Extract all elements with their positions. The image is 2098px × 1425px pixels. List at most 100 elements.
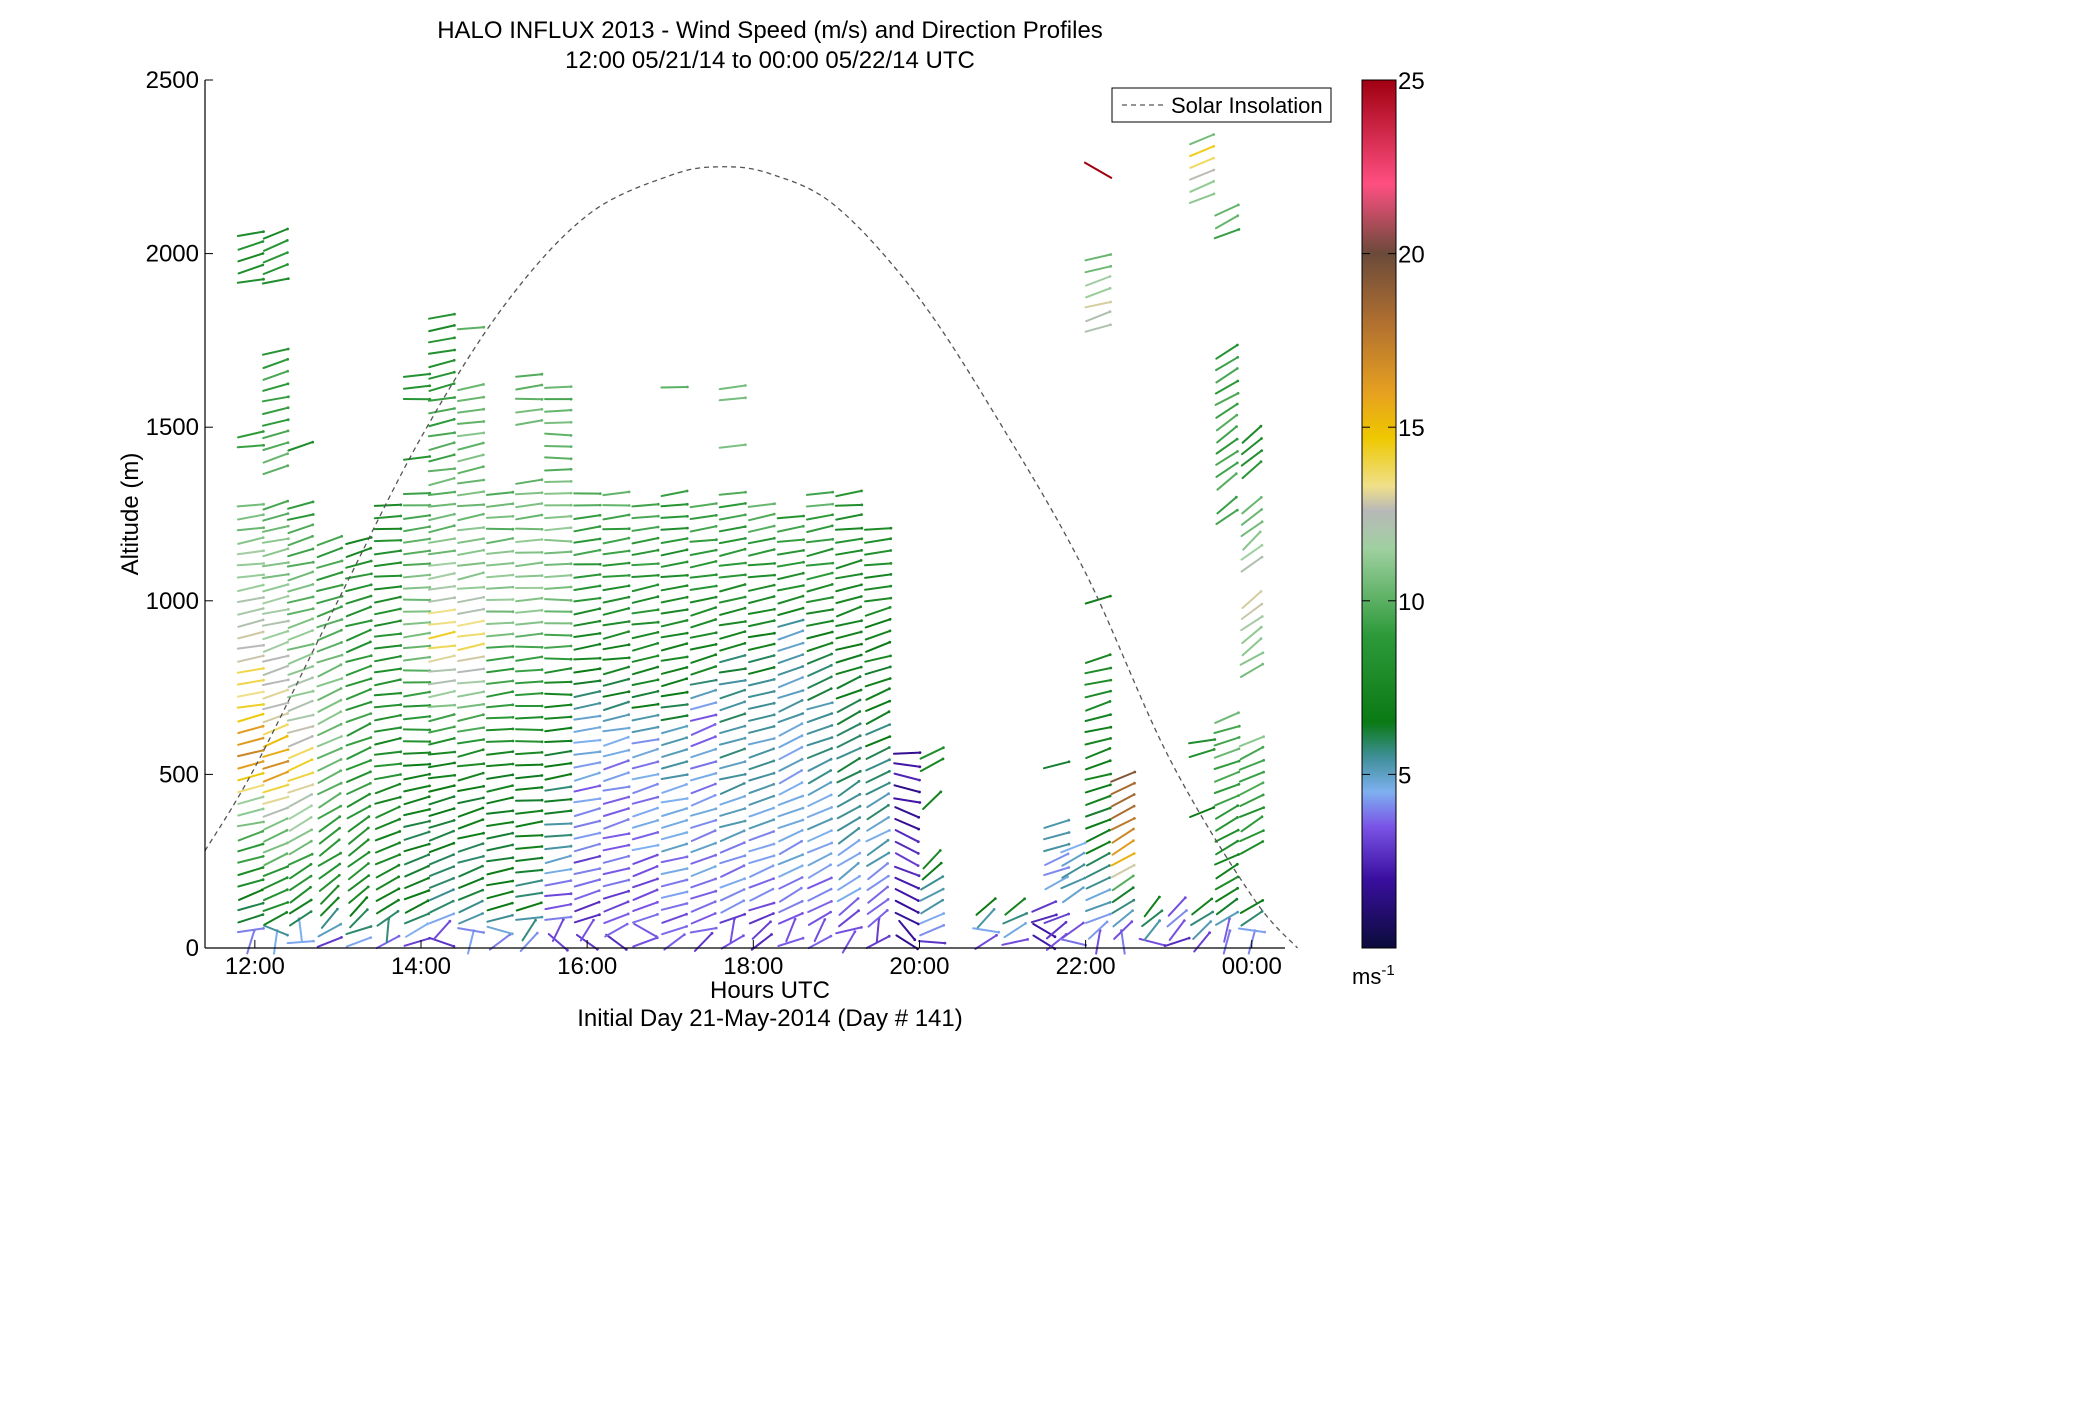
wind-segment (866, 839, 889, 856)
wind-segment-tip (452, 476, 456, 480)
wind-segment-tip (800, 722, 804, 726)
wind-segment-tip (1108, 818, 1112, 821)
wind-segment-tip (569, 797, 573, 801)
wind-segment-tip (367, 874, 371, 877)
wind-segment (486, 763, 514, 768)
wind-segment-tip (1109, 253, 1113, 256)
wind-segment-tip (823, 918, 827, 921)
wind-segment (602, 727, 631, 733)
wind-segment (427, 503, 456, 508)
wind-segment (573, 820, 601, 829)
wind-segment (778, 781, 803, 796)
wind-segment (602, 527, 631, 531)
wind-segment-tip (286, 594, 290, 598)
wind-segment-tip (714, 772, 718, 775)
wind-segment (573, 726, 601, 733)
wind-segment (262, 583, 289, 593)
wind-segment (515, 373, 543, 378)
wind-segment-tip (1236, 816, 1239, 819)
wind-segment (458, 912, 484, 925)
wind-segment (602, 678, 630, 687)
wind-segment-tip (426, 899, 430, 903)
wind-segment (317, 769, 342, 784)
wind-segment-tip (1108, 864, 1111, 867)
wind-segment-tip (1237, 747, 1241, 751)
wind-segment (1239, 840, 1264, 855)
wind-segment (893, 784, 921, 793)
wind-segment (1085, 747, 1111, 759)
wind-segment (1031, 900, 1057, 913)
wind-segment (835, 630, 863, 640)
wind-segment-tip (1236, 391, 1240, 395)
wind-segment (718, 573, 747, 579)
wind-segment (345, 925, 372, 936)
wind-segment (661, 807, 688, 817)
wind-segment (1215, 863, 1239, 880)
wind-segment-tip (340, 628, 343, 632)
wind-segment (573, 878, 601, 888)
wind-segment (894, 818, 920, 831)
wind-segment-tip (831, 608, 834, 611)
wind-segment (631, 562, 660, 567)
wind-segment (689, 502, 718, 509)
wind-segment-tip (569, 540, 573, 543)
wind-segment-tip (311, 771, 315, 775)
wind-segment (515, 834, 543, 838)
wind-segment (287, 547, 314, 558)
wind-segment-tip (858, 792, 862, 796)
wind-segment (456, 586, 485, 590)
wind-segment (574, 901, 601, 913)
wind-segment (631, 796, 659, 805)
wind-segment (486, 832, 514, 840)
wind-segment (262, 796, 289, 805)
wind-segment (748, 843, 775, 853)
wind-segment (807, 781, 832, 796)
wind-segment (376, 899, 400, 915)
wind-segment-tip (540, 586, 544, 590)
wind-segment-tip (1160, 909, 1164, 913)
wind-segment-tip (744, 443, 747, 447)
wind-segment-tip (1237, 228, 1241, 231)
wind-segment-tip (627, 490, 631, 494)
wind-segment-tip (261, 712, 265, 716)
wind-segment (719, 712, 746, 723)
x-tick-label: 16:00 (557, 953, 617, 980)
wind-segment (1192, 920, 1212, 940)
wind-segment-tip (399, 538, 403, 542)
wind-segment (1239, 781, 1264, 796)
wind-segment-tip (453, 679, 456, 682)
wind-segment-tip (1130, 920, 1134, 924)
wind-segment (345, 688, 372, 701)
wind-segment-tip (428, 819, 431, 823)
wind-segment (544, 739, 573, 743)
wind-segment-tip (286, 688, 290, 692)
wind-segment (316, 584, 344, 592)
wind-segment (719, 782, 746, 795)
wind-segment (690, 723, 717, 736)
wind-segment-tip (428, 549, 432, 553)
wind-segment (515, 632, 543, 638)
wind-segment (661, 677, 688, 688)
wind-segment (1043, 831, 1070, 841)
wind-segment-tip (286, 678, 290, 682)
wind-segment-tip (452, 865, 456, 868)
wind-segment-tip (428, 573, 432, 577)
wind-segment-tip (859, 595, 863, 598)
wind-segment-tip (598, 784, 602, 788)
wind-segment (428, 477, 456, 487)
wind-segment (1084, 301, 1112, 309)
wind-segment-tip (772, 901, 776, 905)
wind-segment-tip (286, 806, 289, 810)
wind-segment (349, 908, 369, 929)
wind-segment-tip (310, 758, 314, 761)
wind-segment (837, 757, 861, 773)
wind-segment-tip (1236, 886, 1239, 890)
wind-segment (631, 844, 659, 852)
wind-segment-tip (286, 748, 290, 751)
wind-segment (373, 574, 402, 578)
wind-segment (1061, 863, 1085, 879)
wind-segment-tip (287, 572, 290, 576)
wind-segment (236, 230, 265, 237)
wind-segment (893, 751, 921, 755)
wind-segment (349, 896, 368, 917)
